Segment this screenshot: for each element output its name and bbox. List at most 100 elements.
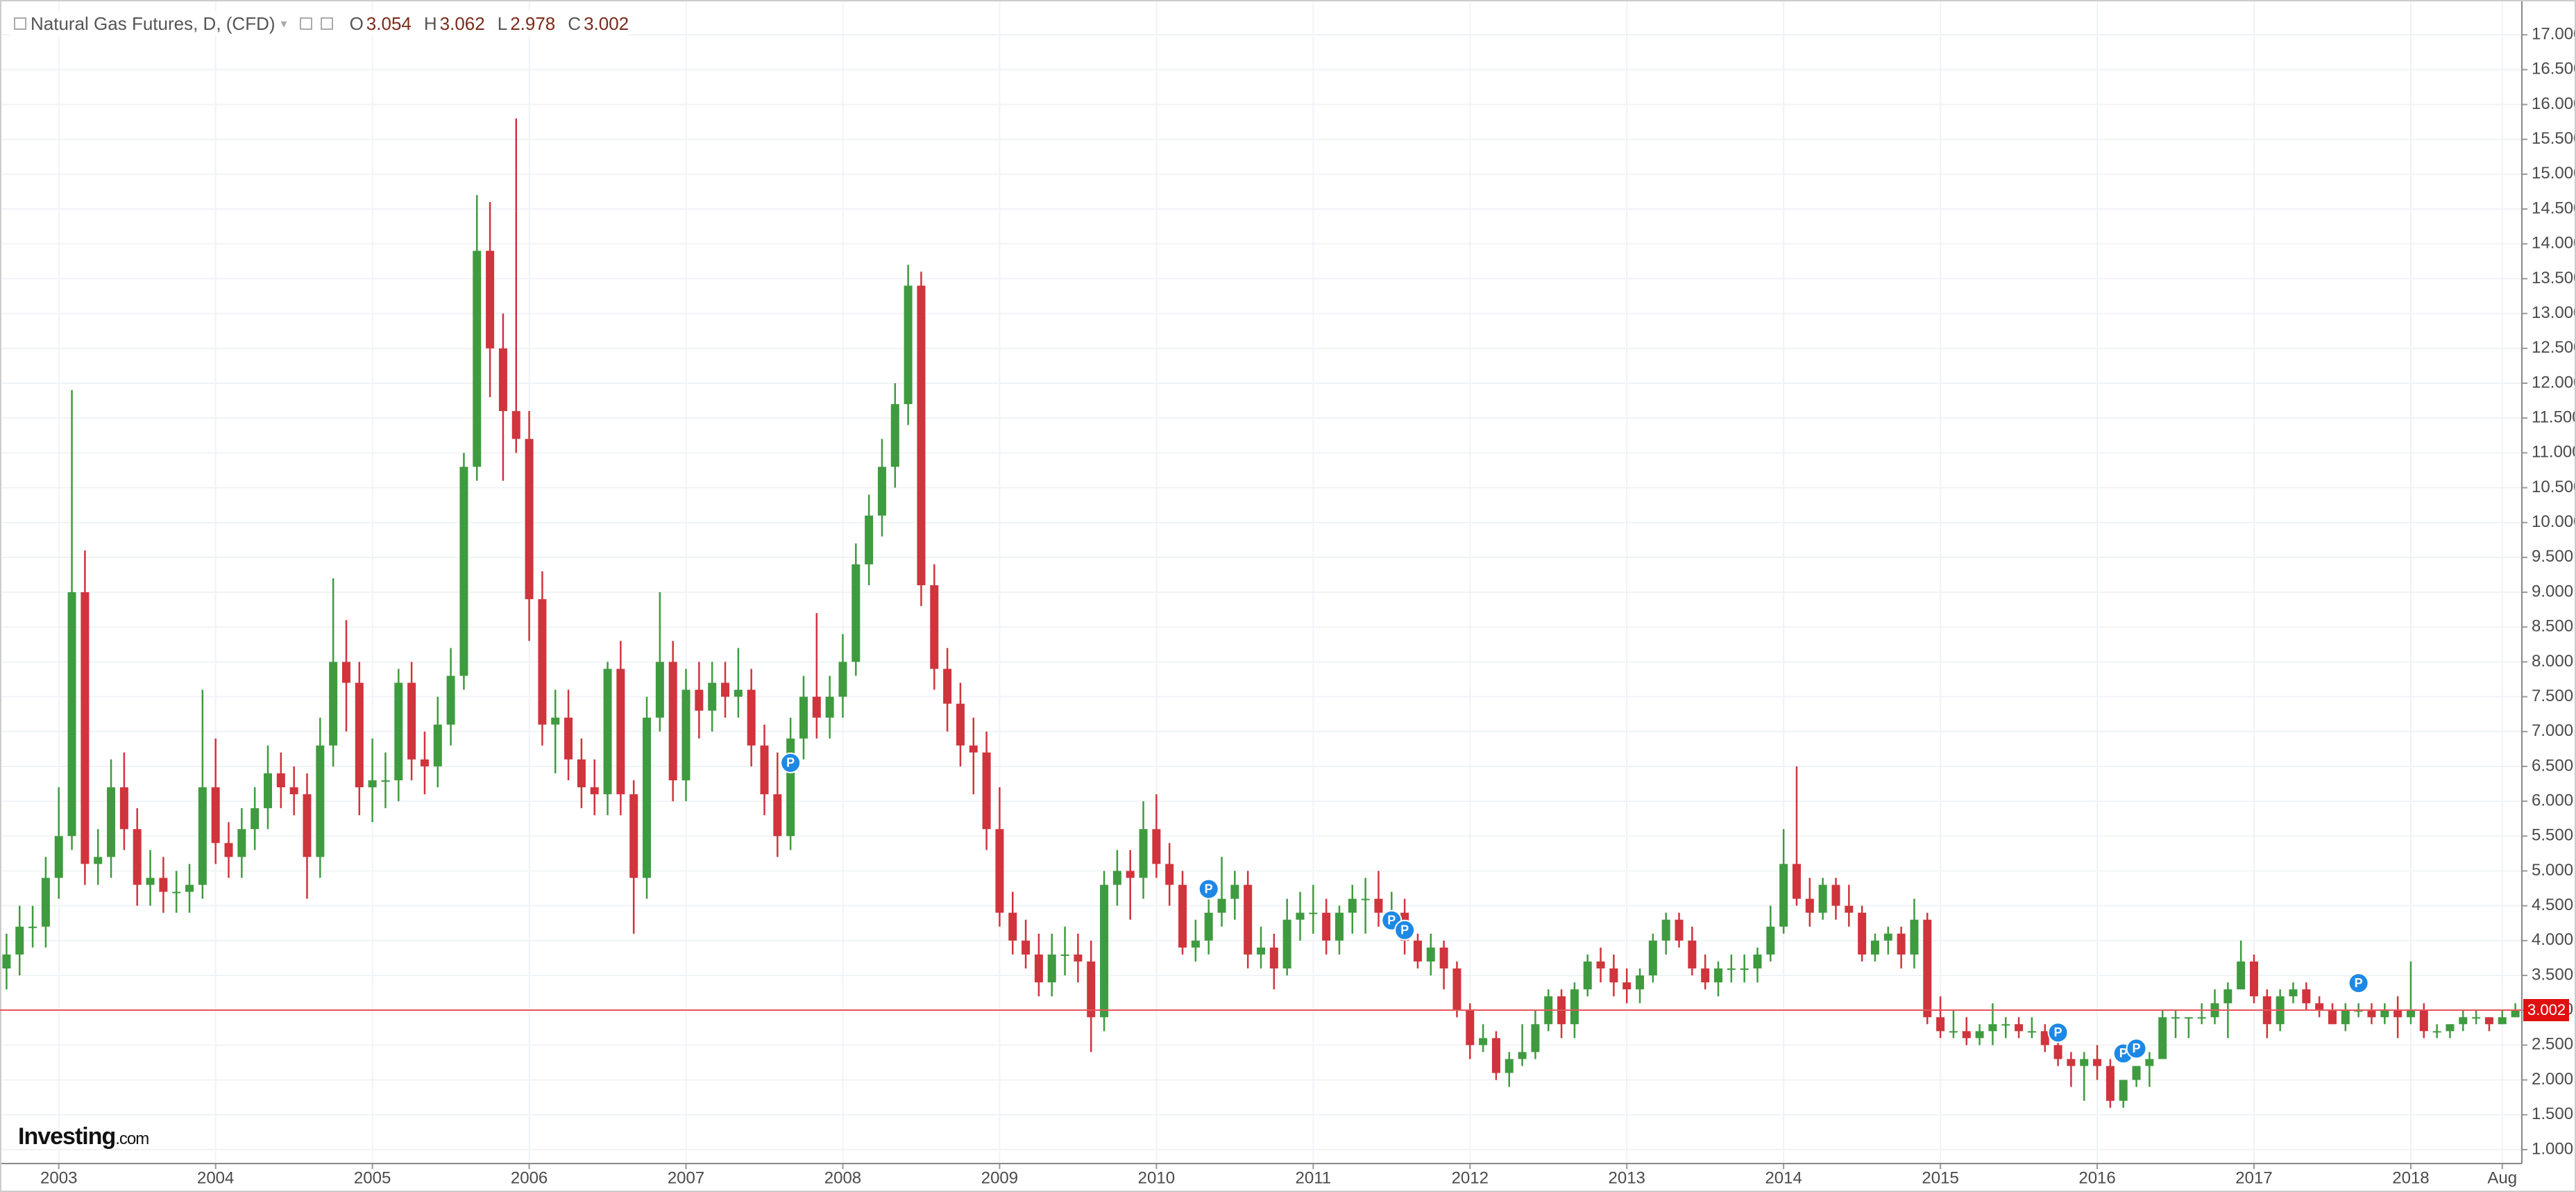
candle-body (1178, 884, 1187, 948)
candle-body (1727, 968, 1736, 970)
y-tick-label: 8.000 (2532, 652, 2573, 671)
candle-body (904, 285, 913, 405)
candle-body (1034, 954, 1043, 983)
candle-body (1217, 898, 1226, 913)
candle-body (1688, 940, 1697, 968)
x-tick-label: 2003 (40, 1168, 77, 1187)
candle-body (943, 669, 952, 704)
candle-body (1269, 947, 1278, 968)
candle-body (107, 787, 116, 857)
event-marker (1198, 878, 1219, 900)
event-label: P (1400, 923, 1409, 937)
candle-body (1244, 884, 1253, 955)
candle-body (2067, 1059, 2076, 1066)
x-tick-label: 2017 (2235, 1168, 2272, 1187)
candle-body (2302, 989, 2311, 1004)
y-tick-label: 9.500 (2532, 547, 2573, 566)
candle-body (486, 251, 495, 349)
candle-body (355, 682, 364, 788)
hide-icon[interactable] (320, 17, 333, 30)
candle-body (695, 689, 704, 711)
candle-body (1322, 912, 1331, 941)
candle-body (1949, 1031, 1958, 1033)
y-tick-label: 1.000 (2532, 1139, 2573, 1158)
candle-body (54, 836, 63, 878)
candle-body (525, 439, 534, 600)
candle-body (15, 926, 24, 955)
y-tick-label: 2.000 (2532, 1070, 2573, 1089)
candle-body (917, 285, 926, 586)
logo: Investing.com (18, 1123, 149, 1150)
candle-body (2040, 1031, 2049, 1046)
candles (2, 118, 2520, 1108)
settings-icon[interactable] (299, 17, 312, 30)
candle-body (1139, 829, 1148, 878)
y-tick-label: 11.500 (2532, 408, 2576, 426)
candle-body (851, 564, 861, 662)
x-tick-label: 2005 (354, 1168, 391, 1187)
x-tick-label: 2011 (1296, 1168, 1332, 1187)
collapse-icon[interactable] (14, 17, 26, 30)
candle-body (551, 717, 560, 725)
candle-body (2158, 1017, 2167, 1059)
candle-body (1845, 905, 1854, 913)
candle-body (1570, 989, 1579, 1025)
candle-body (2341, 1010, 2350, 1025)
y-tick-label: 4.500 (2532, 896, 2573, 914)
candle-body (1636, 975, 1645, 990)
candle-body (2406, 1010, 2415, 1018)
y-tick-label: 16.500 (2532, 60, 2576, 78)
candle-body (655, 662, 664, 718)
y-tick-label: 8.500 (2532, 617, 2573, 636)
candle-body (1962, 1031, 1971, 1039)
candle-body (1361, 898, 1370, 900)
x-tick-label: 2007 (668, 1168, 704, 1187)
candle-body (433, 724, 442, 766)
y-tick-label: 14.500 (2532, 199, 2576, 217)
candle-body (2053, 1045, 2062, 1059)
candle-body (1060, 954, 1069, 956)
y-tick-label: 1.500 (2532, 1105, 2573, 1123)
ohlc-value: 3.054 (366, 12, 412, 34)
candle-body (1309, 912, 1318, 914)
dropdown-caret[interactable]: ▾ (280, 16, 287, 31)
candle-body (198, 787, 207, 885)
y-tick-label: 3.500 (2532, 965, 2573, 984)
y-tick-label: 2.500 (2532, 1035, 2573, 1054)
candle-body (2367, 1010, 2376, 1018)
candle-body (133, 829, 142, 885)
candle-body (2015, 1024, 2024, 1032)
candle-body (446, 675, 455, 725)
candle-body (1583, 961, 1592, 990)
candle-body (1257, 947, 1265, 955)
y-tick-label: 17.000 (2532, 25, 2576, 44)
candle-body (2484, 1017, 2493, 1025)
candle-body (1818, 884, 1827, 913)
candle-body (1452, 968, 1461, 1011)
candle-body (1870, 940, 1879, 955)
candle-body (825, 696, 834, 718)
event-label: P (2054, 1025, 2062, 1039)
candle-body (603, 669, 612, 795)
candle-body (616, 669, 625, 795)
candle-body (668, 662, 677, 781)
y-tick-label: 12.000 (2532, 373, 2576, 392)
event-label: P (1387, 913, 1396, 927)
y-tick-label: 6.500 (2532, 756, 2573, 775)
candle-body (747, 689, 756, 746)
candle-body (721, 682, 730, 697)
event-marker (2126, 1038, 2147, 1059)
candle-body (1100, 884, 1109, 1018)
candle-body (341, 662, 350, 683)
candle-body (1766, 926, 1775, 955)
candle-body (2001, 1024, 2010, 1026)
candle-body (94, 857, 103, 864)
candle-body (956, 703, 965, 746)
y-tick-label: 9.000 (2532, 582, 2573, 601)
candle-body (420, 759, 429, 766)
candle-body (1792, 864, 1801, 899)
y-tick-label: 15.500 (2532, 129, 2576, 148)
candle-body (224, 843, 233, 857)
candle-body (982, 752, 991, 830)
